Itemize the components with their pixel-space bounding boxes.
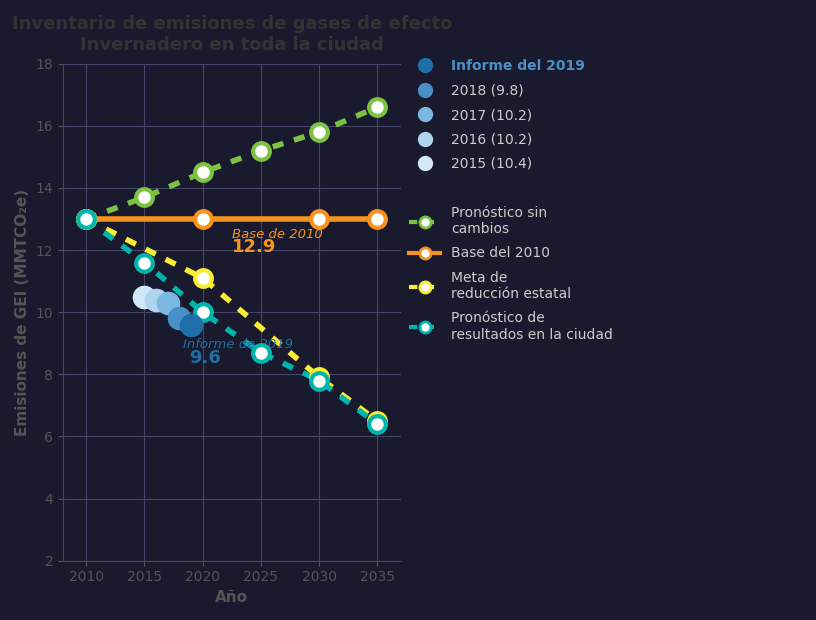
Text: 9.6: 9.6 [188, 350, 220, 368]
Legend: Informe del 2019, 2018 (9.8), 2017 (10.2), 2016 (10.2), 2015 (10.4), , Pronóstic: Informe del 2019, 2018 (9.8), 2017 (10.2… [404, 54, 619, 347]
Y-axis label: Emisiones de GEI (MMTCO₂e): Emisiones de GEI (MMTCO₂e) [15, 188, 30, 436]
X-axis label: Año: Año [215, 590, 248, 605]
Title: Inventario de emisiones de gases de efecto
Invernadero en toda la ciudad: Inventario de emisiones de gases de efec… [11, 15, 452, 54]
Text: Informe de 2019: Informe de 2019 [183, 338, 293, 351]
Text: Base de 2010: Base de 2010 [232, 228, 322, 241]
Text: 12.9: 12.9 [232, 237, 276, 255]
